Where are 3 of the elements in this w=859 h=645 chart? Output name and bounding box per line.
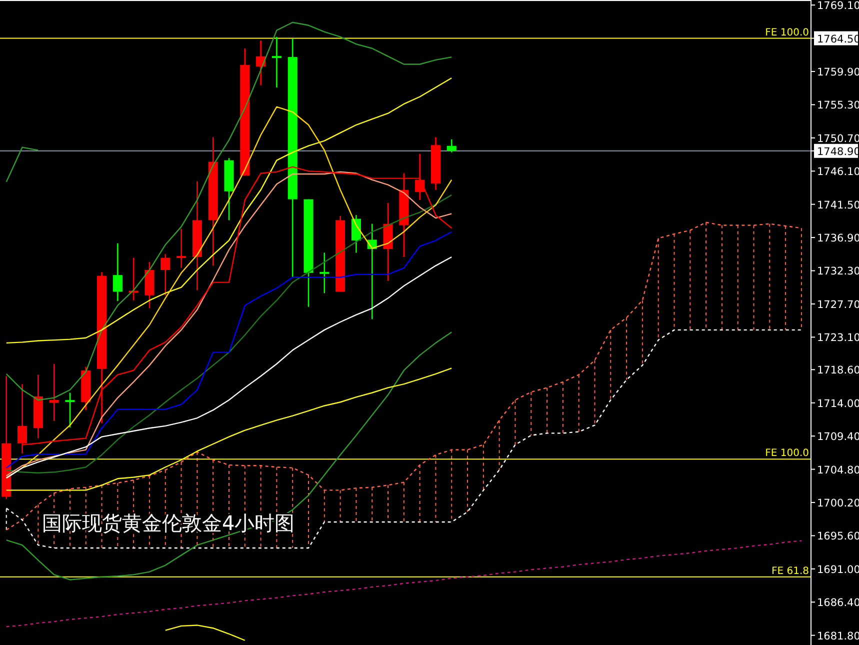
ref-line-label: FE 100.0 [765,27,809,38]
ref-line-label: FE 100.0 [765,448,809,460]
ref-line-label: FE 61.8 [771,566,809,577]
